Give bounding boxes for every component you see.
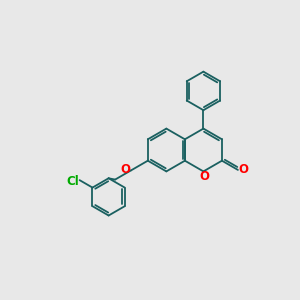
Text: O: O [238, 163, 248, 176]
Text: O: O [199, 170, 209, 183]
Text: O: O [120, 163, 130, 176]
Text: Cl: Cl [66, 175, 79, 188]
